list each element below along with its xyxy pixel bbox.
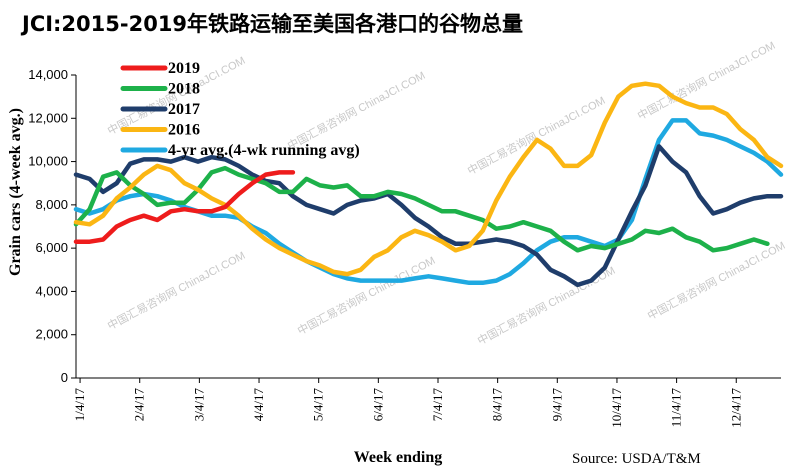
x-axis-label: Week ending <box>354 449 442 466</box>
x-tick-label: 12/4/17 <box>728 388 743 428</box>
x-tick-label: 5/4/17 <box>311 388 326 422</box>
series-layer <box>73 81 784 288</box>
x-axis: 1/4/17 2/4/17 3/4/17 4/4/17 5/4/17 6/4/17 7/4/… <box>72 377 781 428</box>
y-tick-label: 0 <box>61 370 68 385</box>
y-tick-label: 10,000 <box>28 154 68 169</box>
x-tick-label: 3/4/17 <box>191 388 206 422</box>
x-tick-label: 7/4/17 <box>430 388 445 422</box>
x-tick-label: 11/4/17 <box>669 388 684 428</box>
x-tick-label: 1/4/17 <box>72 388 87 422</box>
y-tick-label: 2,000 <box>35 327 68 342</box>
legend-label: 2017 <box>168 101 200 118</box>
legend-label: 4-yr avg.(4-wk running avg) <box>168 142 360 159</box>
y-axis: 0 2,000 4,000 6,000 8,000 10,000 12,000 14,000 <box>28 67 77 385</box>
y-axis-label: Grain cars (4-week avg.) <box>7 108 24 276</box>
x-tick-label: 9/4/17 <box>549 388 564 422</box>
legend-label: 2016 <box>168 122 200 139</box>
y-tick-label: 6,000 <box>35 240 68 255</box>
legend: 2019 2018 2017 2016 4-yr avg.(4-wk running a… <box>120 60 360 159</box>
x-tick-label: 2/4/17 <box>132 388 147 422</box>
y-tick-label: 8,000 <box>35 197 68 212</box>
series-line-2019 <box>73 170 296 244</box>
legend-label: 2018 <box>168 81 200 98</box>
y-tick-label: 14,000 <box>28 67 68 82</box>
y-tick-label: 12,000 <box>28 110 68 125</box>
series-line-2016 <box>73 81 784 277</box>
x-tick-label: 6/4/17 <box>370 388 385 422</box>
chart-title: JCI:2015-2019年铁路运输至美国各港口的谷物总量 <box>20 12 523 36</box>
series-line-2018 <box>73 165 770 253</box>
series-line-2017 <box>73 144 784 288</box>
x-tick-label: 10/4/17 <box>609 388 624 428</box>
x-tick-label: 8/4/17 <box>490 388 505 422</box>
source-note: Source: USDA/T&M <box>572 451 701 467</box>
x-tick-label: 4/4/17 <box>251 388 266 422</box>
legend-label: 2019 <box>168 60 200 77</box>
y-tick-label: 4,000 <box>35 283 68 298</box>
